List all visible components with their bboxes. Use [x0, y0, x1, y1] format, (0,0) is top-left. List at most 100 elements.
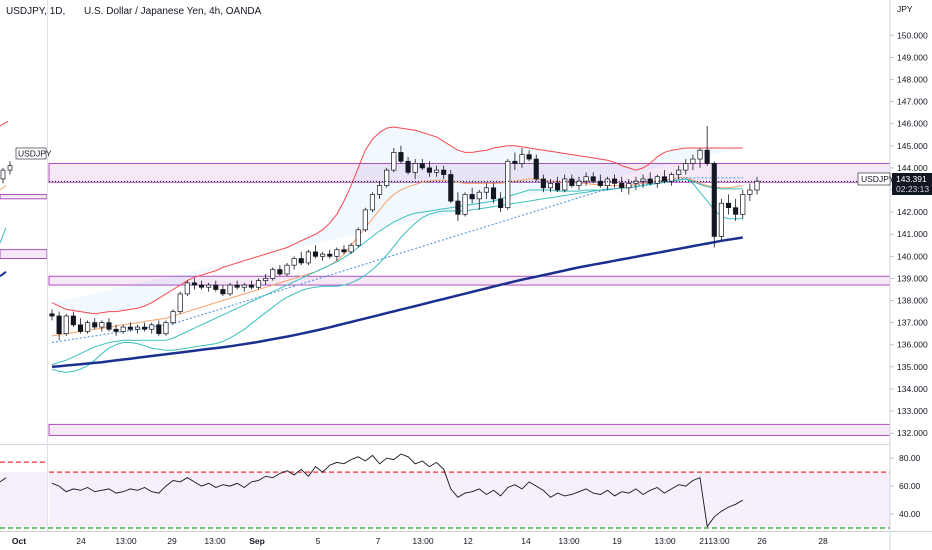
- rsi-left-fragment: [0, 477, 7, 483]
- bar-countdown-label: 02:23:13: [896, 184, 929, 194]
- price-tick-label: 139.000: [897, 273, 928, 283]
- price-tick-label: 142.000: [897, 207, 928, 217]
- candle: [576, 176, 582, 190]
- candle-body: [255, 280, 262, 288]
- candle-body: [248, 284, 254, 288]
- candle-body: [106, 322, 112, 330]
- candle: [70, 311, 76, 328]
- candle: [725, 194, 732, 215]
- candle: [320, 251, 326, 261]
- candle-body: [341, 249, 347, 253]
- candle-body: [476, 191, 482, 200]
- left-pane-candle-body: [7, 165, 13, 171]
- candle: [348, 243, 354, 255]
- candle: [85, 320, 91, 334]
- candle: [213, 280, 219, 292]
- candle-body: [469, 194, 475, 200]
- candle-body: [419, 163, 425, 169]
- time-tick-label: 7: [376, 536, 381, 546]
- candle-body: [533, 158, 539, 180]
- candle-body: [377, 185, 383, 195]
- candle: [291, 256, 297, 270]
- candlesticks: [49, 125, 760, 341]
- candle-body: [85, 322, 91, 332]
- candle-body: [412, 163, 418, 173]
- candle: [533, 154, 539, 182]
- candle: [234, 280, 240, 290]
- candle: [327, 249, 333, 259]
- rsi-pane: [0, 453, 890, 529]
- left-pane-lower-band: [0, 227, 7, 244]
- price-tick-label: 140.000: [897, 251, 928, 261]
- time-tick-label: 13:00: [708, 536, 730, 546]
- candle: [99, 320, 105, 332]
- candle-body: [483, 187, 489, 193]
- candle: [433, 165, 440, 177]
- time-tick-label: 26: [757, 536, 767, 546]
- candle-body: [604, 178, 611, 186]
- candle: [398, 145, 404, 164]
- candle-body: [70, 315, 76, 326]
- candle: [604, 176, 611, 190]
- candle: [277, 265, 283, 277]
- candle: [718, 198, 724, 241]
- candle: [170, 309, 176, 325]
- candle-body: [547, 183, 554, 189]
- candle-body: [277, 269, 283, 275]
- candle-body: [540, 178, 546, 189]
- candle: [362, 207, 368, 232]
- candle: [697, 148, 703, 168]
- left-pane-ma: [0, 185, 7, 191]
- candle-body: [519, 154, 525, 164]
- candle: [526, 150, 532, 162]
- candle-body: [683, 163, 689, 171]
- candle-body: [241, 284, 247, 288]
- time-tick-label: 28: [818, 536, 828, 546]
- candle: [63, 313, 69, 336]
- left-pane-symbol-tag: USDJPY: [15, 147, 52, 160]
- candle-body: [156, 324, 162, 335]
- price-tick-label: 138.000: [897, 296, 928, 306]
- candle: [405, 156, 411, 175]
- candle-body: [270, 269, 276, 279]
- time-tick-label: 13:00: [204, 536, 226, 546]
- candle-body: [92, 322, 98, 328]
- candle-body: [448, 174, 454, 202]
- price-tag-group: USDJPY 143.391 02:23:13: [857, 172, 932, 195]
- candle: [590, 172, 596, 184]
- candle-body: [562, 178, 568, 191]
- candle: [191, 278, 197, 290]
- symbol-description: U.S. Dollar / Japanese Yen, 4h, OANDA: [84, 6, 262, 17]
- candle-body: [619, 183, 625, 189]
- candle: [284, 262, 290, 277]
- candle: [334, 247, 340, 261]
- symbol-price-tag: USDJPY: [861, 174, 895, 184]
- upper-band-line: [51, 126, 743, 315]
- candle-body: [191, 282, 197, 286]
- candle: [704, 125, 710, 166]
- candle: [120, 324, 126, 334]
- candle: [448, 170, 454, 204]
- candle-body: [704, 149, 710, 164]
- price-tick-label: 134.000: [897, 384, 928, 394]
- candle-body: [583, 176, 589, 182]
- left-pane-zone: [0, 194, 48, 200]
- price-tick-label: 149.000: [897, 52, 928, 62]
- candle-body: [149, 324, 155, 330]
- time-tick-label: 5: [316, 536, 321, 546]
- candle-body: [198, 284, 205, 288]
- candle: [676, 165, 682, 179]
- candle-body: [433, 169, 440, 173]
- candle: [597, 174, 603, 188]
- candle: [142, 322, 148, 332]
- candle: [633, 176, 639, 190]
- candle-body: [320, 253, 326, 257]
- candle: [668, 172, 675, 186]
- rsi-left-band-fill: [0, 472, 47, 528]
- time-tick-label: 21: [699, 536, 709, 546]
- candle-body: [455, 200, 461, 215]
- candle-body: [348, 244, 354, 253]
- rsi-tick-label: 60.00: [899, 481, 921, 491]
- candle-body: [113, 328, 119, 332]
